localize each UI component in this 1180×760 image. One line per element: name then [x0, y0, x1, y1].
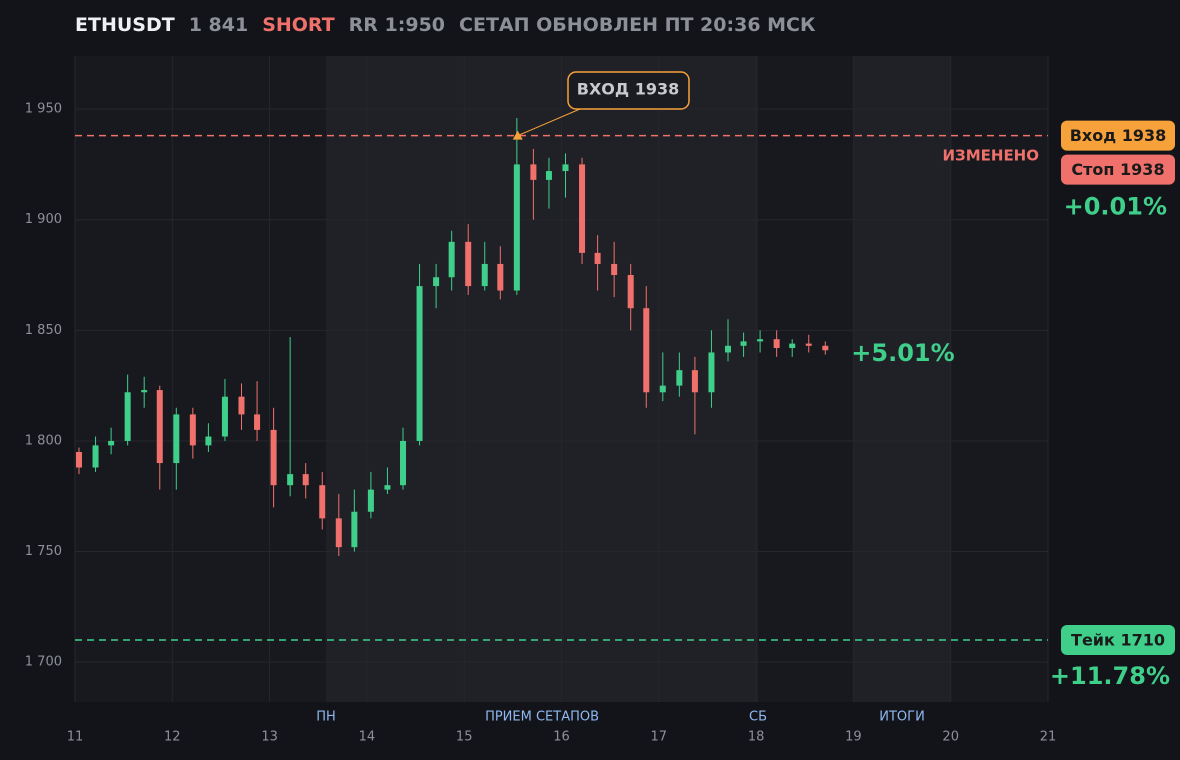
- candle-body: [448, 241, 455, 278]
- y-tick-label: 1 750: [25, 544, 62, 559]
- stop-badge: Стоп 1938: [1071, 160, 1164, 179]
- candle-body: [384, 485, 391, 490]
- y-tick-label: 1 850: [25, 323, 62, 338]
- take-badge: Тейк 1710: [1071, 631, 1165, 650]
- candle-body: [513, 164, 520, 291]
- candle-body: [319, 485, 326, 519]
- y-tick-label: 1 900: [25, 212, 62, 227]
- session-band: [853, 56, 951, 702]
- candle-body: [611, 263, 618, 276]
- candle-body: [156, 390, 163, 464]
- candle-body: [789, 343, 796, 349]
- candle-body: [545, 171, 552, 180]
- x-tick-label: 16: [553, 730, 570, 745]
- x-tick-label: 17: [651, 730, 668, 745]
- x-tick-label: 14: [359, 730, 376, 745]
- stop-pct: +0.01%: [1064, 193, 1167, 221]
- y-tick-label: 1 700: [25, 655, 62, 670]
- session-label: ПРИЕМ СЕТАПОВ: [485, 710, 599, 725]
- candle-body: [562, 164, 569, 172]
- candle-body: [254, 414, 261, 430]
- candle-body: [351, 511, 358, 548]
- callout-line: [517, 108, 581, 137]
- candle-body: [773, 339, 780, 349]
- candle-body: [530, 164, 537, 180]
- entry-badge-bg: [1061, 120, 1175, 151]
- candle-body: [579, 164, 586, 253]
- candle-body: [189, 414, 196, 446]
- stop-badge-bg: [1061, 154, 1175, 185]
- candle-body: [708, 352, 715, 393]
- candle-body: [659, 385, 666, 393]
- candle-body: [76, 452, 82, 468]
- candle-body: [433, 277, 440, 287]
- callout-text: ВХОД 1938: [577, 80, 679, 99]
- take-pct: +11.78%: [1050, 662, 1170, 690]
- candle-body: [676, 370, 683, 386]
- session-label: ИТОГИ: [879, 710, 925, 725]
- rr: RR 1:950: [348, 14, 446, 36]
- session-label: ПН: [316, 710, 336, 725]
- candle-body: [124, 392, 131, 441]
- session-label: СБ: [749, 710, 767, 725]
- candle-body: [757, 339, 764, 342]
- candle-body: [627, 275, 634, 309]
- candle-body: [173, 414, 180, 464]
- candle-body: [141, 390, 148, 393]
- candle-body: [822, 345, 829, 351]
- x-tick-label: 21: [1040, 730, 1057, 745]
- candle-body: [205, 436, 212, 446]
- take-badge-bg: [1061, 625, 1175, 656]
- session-band: [326, 56, 759, 702]
- candle-body: [497, 263, 504, 291]
- changed-note: ИЗМЕНЕНО: [943, 147, 1040, 165]
- candle-body: [287, 474, 294, 486]
- x-tick-label: 11: [67, 730, 84, 745]
- y-tick-label: 1 800: [25, 433, 62, 448]
- candle-body: [643, 308, 650, 393]
- symbol: ETHUSDT: [75, 14, 175, 36]
- updated: СЕТАП ОБНОВЛЕН ПТ 20:36 МСК: [459, 14, 816, 36]
- candle-body: [238, 396, 245, 415]
- candle-body: [302, 474, 309, 486]
- candle-body: [594, 252, 601, 264]
- x-tick-label: 20: [942, 730, 959, 745]
- candle-body: [92, 445, 99, 468]
- x-tick-label: 19: [845, 730, 862, 745]
- candle-body: [416, 286, 423, 441]
- price: 1 841: [188, 14, 249, 36]
- candle-body: [270, 429, 277, 486]
- candle-body: [108, 440, 115, 446]
- candle-body: [740, 341, 747, 346]
- candle-body: [221, 396, 228, 437]
- candle-body: [481, 263, 488, 287]
- side: SHORT: [262, 14, 335, 36]
- x-tick-label: 15: [456, 730, 473, 745]
- callout-box: [567, 71, 690, 110]
- candle-body: [465, 241, 472, 287]
- header: ETHUSDT 1 841 SHORT RR 1:950 СЕТАП ОБНОВ…: [75, 14, 816, 36]
- candle-body: [724, 345, 731, 353]
- x-tick-label: 18: [748, 730, 765, 745]
- entry-marker: [512, 130, 523, 140]
- candle-body: [805, 343, 812, 346]
- current-pct: +5.01%: [851, 339, 954, 367]
- candle-body: [691, 370, 698, 393]
- candle-body: [367, 489, 374, 512]
- x-tick-label: 13: [261, 730, 278, 745]
- entry-badge: Вход 1938: [1070, 126, 1167, 145]
- candle-body: [400, 440, 407, 486]
- x-tick-label: 12: [164, 730, 181, 745]
- candle-body: [335, 518, 342, 548]
- y-tick-label: 1 950: [25, 102, 62, 117]
